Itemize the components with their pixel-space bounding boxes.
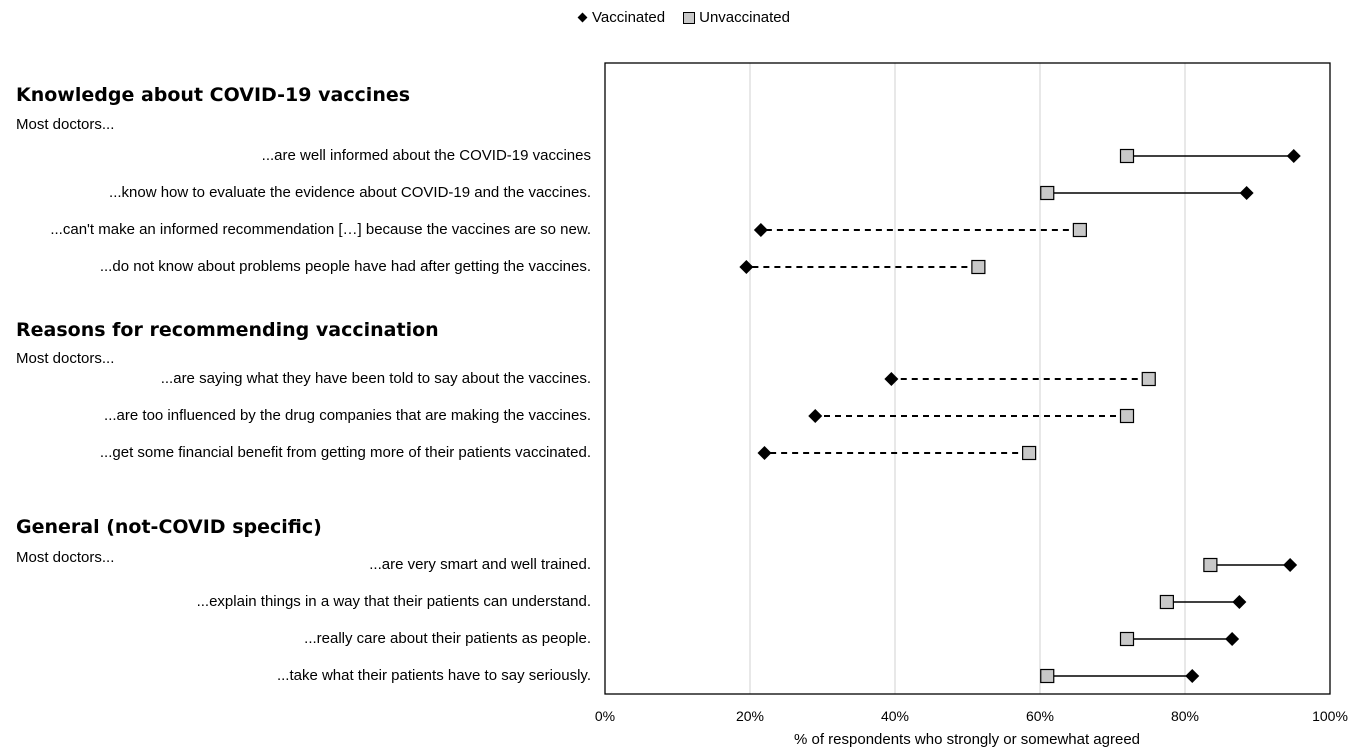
vaccinated-marker (739, 260, 754, 274)
section-title-knowledge: Knowledge about COVID-19 vaccines (16, 84, 411, 106)
unvaccinated-marker (1040, 185, 1055, 201)
vaccinated-marker (1239, 186, 1254, 200)
x-tick-label: 80% (1171, 708, 1199, 724)
unvaccinated-marker (1159, 594, 1174, 610)
row-label: ...can't make an informed recommendation… (50, 221, 591, 238)
x-tick-label: 100% (1312, 708, 1348, 724)
section-title-reasons: Reasons for recommending vaccination (16, 319, 439, 341)
legend-item-vaccinated: Vaccinated (577, 9, 666, 26)
x-tick-label: 0% (595, 708, 615, 724)
vaccinated-marker (1225, 632, 1240, 646)
row-label: ...do not know about problems people hav… (99, 258, 591, 275)
plot-area-frame (604, 62, 1331, 695)
row-label: ...take what their patients have to say … (276, 667, 591, 684)
x-tick-label: 20% (736, 708, 764, 724)
unvaccinated-marker (1040, 668, 1055, 684)
vaccinated-marker (757, 446, 772, 460)
vaccinated-marker (884, 372, 899, 386)
square-marker-icon (683, 11, 696, 24)
legend-label-vaccinated: Vaccinated (592, 9, 666, 26)
diamond-marker-icon (577, 12, 588, 23)
section-intro-general: Most doctors... (16, 549, 115, 566)
legend-item-unvaccinated: Unvaccinated (683, 9, 790, 26)
row-label: ...know how to evaluate the evidence abo… (109, 184, 591, 201)
unvaccinated-marker (1119, 148, 1135, 164)
unvaccinated-marker (971, 259, 986, 275)
unvaccinated-marker (1119, 408, 1135, 424)
row-label: ...get some financial benefit from getti… (99, 444, 591, 461)
row-label: ...are saying what they have been told t… (160, 370, 591, 387)
unvaccinated-marker (1141, 371, 1156, 387)
vaccinated-marker (1283, 558, 1298, 572)
unvaccinated-marker (1119, 631, 1135, 647)
unvaccinated-marker (1022, 445, 1037, 461)
row-label: ...are too influenced by the drug compan… (104, 407, 591, 424)
vaccinated-marker (1286, 149, 1301, 163)
unvaccinated-marker (1203, 557, 1218, 573)
legend-label-unvaccinated: Unvaccinated (699, 9, 790, 26)
row-label: ...are well informed about the COVID-19 … (261, 147, 591, 164)
section-intro-reasons: Most doctors... (16, 350, 115, 367)
vaccinated-marker (808, 409, 823, 423)
vaccinated-marker (753, 223, 768, 237)
x-axis-title: % of respondents who strongly or somewha… (793, 731, 1141, 748)
row-label: ...explain things in a way that their pa… (196, 593, 591, 610)
vaccinated-marker (1185, 669, 1200, 683)
legend: Vaccinated Unvaccinated (577, 9, 808, 26)
section-intro-knowledge: Most doctors... (16, 116, 115, 133)
unvaccinated-marker (1072, 222, 1087, 238)
row-label: ...really care about their patients as p… (304, 630, 591, 647)
x-tick-label: 60% (1026, 708, 1054, 724)
section-title-general: General (not-COVID specific) (16, 516, 322, 538)
row-label: ...are very smart and well trained. (369, 556, 591, 573)
vaccinated-marker (1232, 595, 1247, 609)
x-tick-label: 40% (881, 708, 909, 724)
